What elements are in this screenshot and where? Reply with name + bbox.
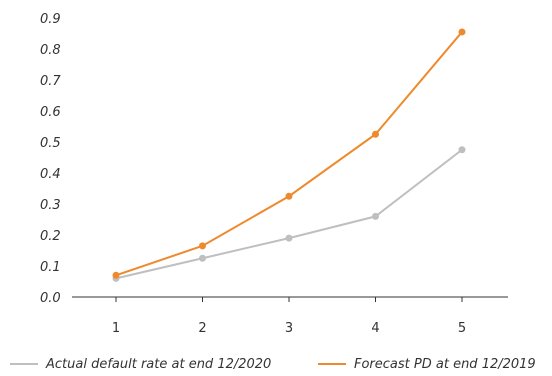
y-tick-label: 0.3 — [40, 198, 61, 213]
data-point — [199, 242, 206, 250]
series-layer — [112, 28, 466, 282]
series-line-0 — [115, 148, 463, 280]
y-tick-label: 0.1 — [40, 260, 61, 275]
y-tick-label: 0.5 — [40, 136, 61, 151]
data-point — [458, 28, 466, 36]
y-tick-label: 0.7 — [40, 74, 61, 89]
x-tick-label: 3 — [285, 321, 293, 336]
data-point — [372, 212, 379, 220]
legend-label: Actual default rate at end 12/2020 — [45, 357, 271, 372]
y-tick-label: 0.6 — [40, 105, 61, 120]
x-tick-label: 2 — [198, 321, 206, 336]
legend-label: Forecast PD at end 12/2019 — [354, 357, 536, 372]
x-tick-label: 1 — [112, 321, 120, 336]
y-tick-label: 0.4 — [40, 167, 61, 182]
y-tick-label: 0.0 — [40, 291, 61, 306]
x-axis-ticks: 1 2 3 4 5 — [112, 297, 466, 336]
y-tick-label: 0.2 — [40, 229, 61, 244]
data-point — [372, 130, 379, 138]
y-tick-label: 0.8 — [40, 43, 61, 58]
data-point — [285, 192, 293, 200]
legend: Actual default rate at end 12/2020 Foreca… — [10, 357, 536, 372]
y-axis-ticks: 0.0 0.1 0.2 0.3 0.4 0.5 0.6 0.7 0.8 0.9 — [40, 12, 61, 306]
data-point — [199, 254, 206, 262]
y-tick-label: 0.9 — [40, 12, 61, 27]
x-tick-label: 4 — [371, 321, 379, 336]
data-point — [285, 234, 293, 242]
x-tick-label: 5 — [458, 321, 466, 336]
data-point — [112, 271, 120, 279]
data-point — [458, 146, 466, 154]
